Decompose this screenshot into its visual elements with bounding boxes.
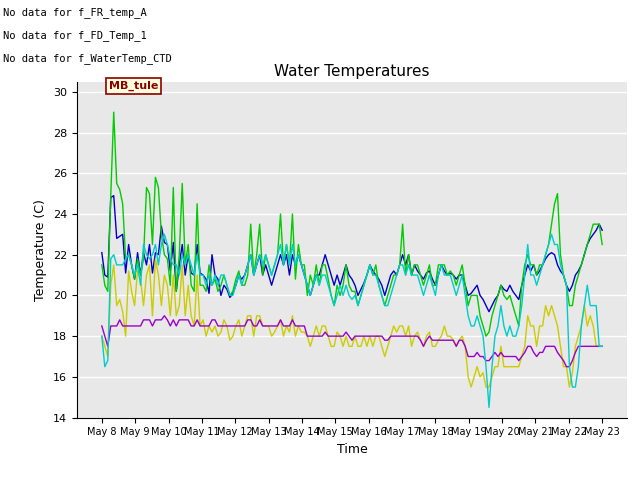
Text: No data for f_FD_Temp_1: No data for f_FD_Temp_1 (3, 30, 147, 41)
Text: MB_tule: MB_tule (109, 81, 158, 91)
X-axis label: Time: Time (337, 443, 367, 456)
Text: No data for f_FR_temp_A: No data for f_FR_temp_A (3, 7, 147, 18)
Text: No data for f_WaterTemp_CTD: No data for f_WaterTemp_CTD (3, 53, 172, 64)
Y-axis label: Temperature (C): Temperature (C) (35, 199, 47, 300)
Title: Water Temperatures: Water Temperatures (275, 64, 429, 79)
